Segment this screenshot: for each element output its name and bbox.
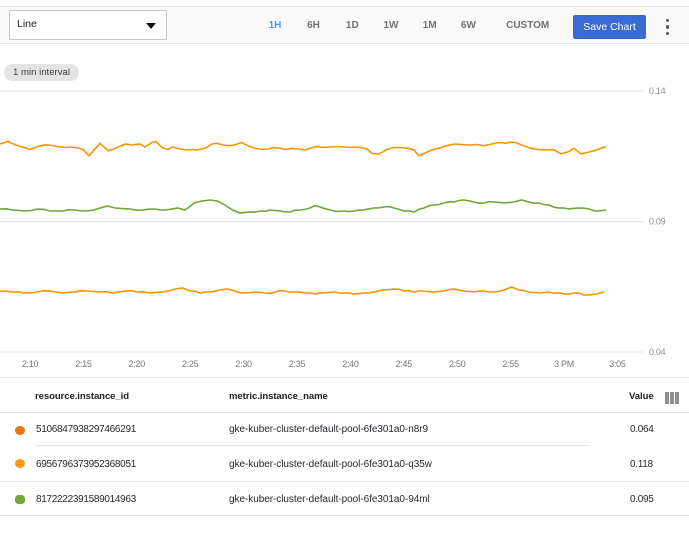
svg-text:2:15: 2:15 [75,359,92,369]
svg-text:2:50: 2:50 [449,359,466,369]
svg-text:2:30: 2:30 [235,359,252,369]
svg-text:2:35: 2:35 [289,359,306,369]
svg-text:0.14: 0.14 [649,86,666,96]
svg-text:3 PM: 3 PM [554,359,574,369]
svg-text:0.04: 0.04 [649,347,666,357]
svg-text:2:45: 2:45 [396,359,413,369]
svg-text:2:25: 2:25 [182,359,199,369]
svg-text:2:40: 2:40 [342,359,359,369]
svg-text:3:05: 3:05 [609,359,626,369]
svg-text:0.09: 0.09 [649,217,666,227]
svg-text:2:20: 2:20 [129,359,146,369]
svg-text:2:55: 2:55 [502,359,519,369]
svg-text:2:10: 2:10 [22,359,39,369]
